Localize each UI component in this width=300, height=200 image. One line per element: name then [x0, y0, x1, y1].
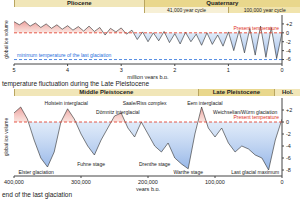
svg-text:0: 0 — [286, 119, 289, 125]
svg-text:+2: +2 — [286, 107, 292, 113]
svg-text:0: 0 — [286, 30, 289, 36]
html-text:Hol.: Hol. — [281, 89, 294, 95]
svg-text:-6: -6 — [286, 56, 291, 62]
html-text:Quaternary: Quaternary — [206, 0, 239, 6]
svg-text:Saale/Riss complex: Saale/Riss complex — [123, 100, 167, 106]
svg-text:Last glacial maximum: Last glacial maximum — [231, 169, 279, 175]
svg-text:years b.p.: years b.p. — [136, 186, 161, 191]
svg-text:Weichselian/Würm glaciation: Weichselian/Würm glaciation — [213, 109, 277, 115]
svg-text:-8: -8 — [286, 167, 291, 173]
html-text:end of the last glaciation: end of the last glaciation — [2, 191, 73, 198]
svg-text:Warthe stage: Warthe stage — [173, 169, 203, 175]
svg-text:global ice volume: global ice volume — [8, 20, 9, 59]
svg-text:0: 0 — [280, 67, 283, 73]
svg-text:3: 3 — [120, 67, 123, 73]
html-text:Pliocene: Pliocene — [67, 0, 92, 6]
svg-text:1: 1 — [227, 67, 230, 73]
html-text:41,000 year cycle: 41,000 year cycle — [166, 7, 207, 13]
svg-text:-2: -2 — [286, 131, 291, 137]
svg-text:Drenthe stage: Drenthe stage — [139, 161, 171, 167]
svg-text:Eem interglacial: Eem interglacial — [187, 100, 223, 106]
svg-text:+2: +2 — [286, 21, 292, 27]
svg-text:-4: -4 — [286, 143, 291, 149]
svg-text:Dömnitz interglacial: Dömnitz interglacial — [96, 109, 140, 115]
svg-text:global ice volume: global ice volume — [8, 117, 9, 156]
svg-text:300,000: 300,000 — [71, 179, 91, 185]
svg-text:2: 2 — [173, 67, 176, 73]
html-text:Middle Pleistocene: Middle Pleistocene — [79, 89, 134, 95]
svg-text:Present temperature: Present temperature — [233, 114, 279, 120]
svg-text:Fuhne stage: Fuhne stage — [77, 161, 105, 167]
svg-text:Holstein interglacial: Holstein interglacial — [45, 100, 88, 106]
html-text:Late Pleistocene: Late Pleistocene — [212, 89, 260, 95]
svg-text:-4: -4 — [286, 48, 291, 54]
svg-text:-2: -2 — [286, 39, 291, 45]
svg-text:Elster glaciation: Elster glaciation — [18, 169, 54, 175]
svg-text:million years b.p.: million years b.p. — [127, 74, 169, 79]
svg-text:200,000: 200,000 — [138, 179, 158, 185]
svg-text:400,000: 400,000 — [8, 179, 24, 185]
svg-text:4: 4 — [66, 67, 69, 73]
html-text:100,000 year cycle: 100,000 year cycle — [243, 7, 286, 13]
svg-text:minimum temperature of the las: minimum temperature of the last glaciati… — [17, 52, 111, 58]
svg-text:0: 0 — [280, 179, 283, 185]
svg-text:-6: -6 — [286, 155, 291, 161]
html-text:temperature fluctuation during: temperature fluctuation during the Late … — [2, 80, 150, 87]
svg-text:100,000: 100,000 — [205, 179, 225, 185]
svg-text:5: 5 — [12, 67, 15, 73]
svg-text:Present temperature: Present temperature — [233, 25, 279, 31]
